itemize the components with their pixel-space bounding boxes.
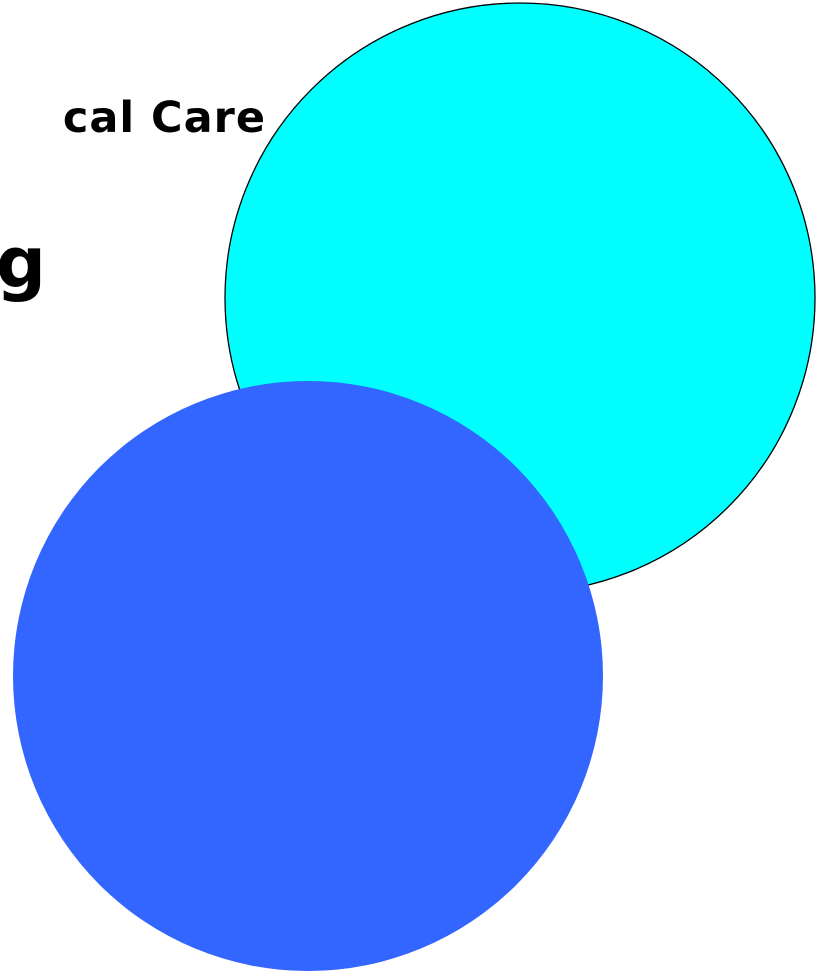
heading-fragment-bottom: g (0, 222, 46, 304)
blue-circle (13, 381, 603, 971)
heading-fragment-top: cal Care (62, 93, 266, 143)
